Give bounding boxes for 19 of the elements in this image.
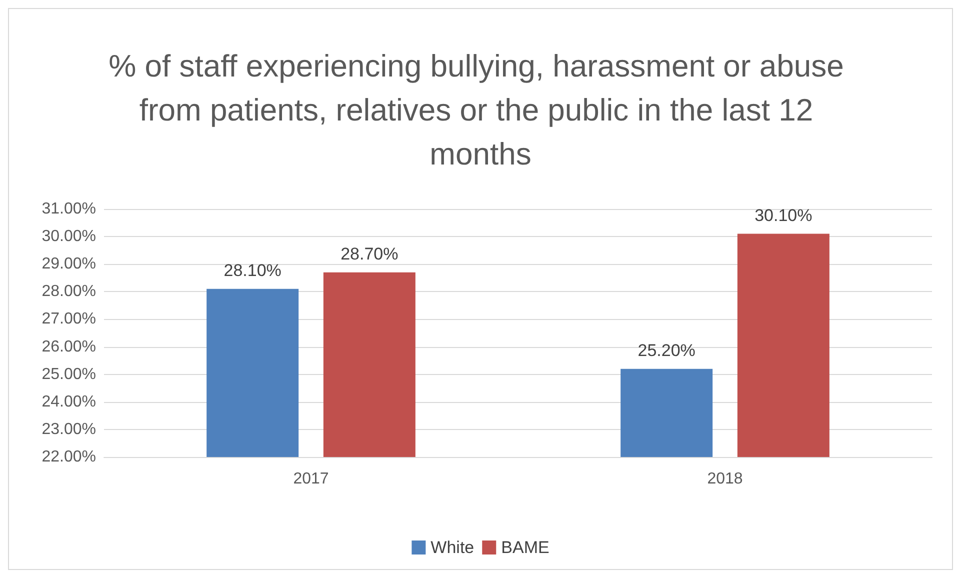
y-tick-label: 29.00%: [42, 256, 96, 273]
data-label: 28.10%: [224, 260, 282, 280]
y-tick-label: 30.00%: [42, 228, 96, 246]
x-tick-label: 2018: [707, 470, 743, 488]
data-label: 28.70%: [340, 244, 398, 264]
legend-label: BAME: [501, 538, 550, 557]
data-label: 30.10%: [754, 206, 812, 225]
legend-label: White: [430, 538, 474, 557]
x-tick-label: 2017: [293, 470, 329, 488]
y-tick-label: 24.00%: [42, 393, 96, 410]
data-label: 25.20%: [638, 340, 696, 360]
y-tick-label: 26.00%: [42, 338, 96, 356]
y-tick-label: 28.00%: [42, 283, 96, 300]
y-tick-label: 31.00%: [42, 200, 96, 218]
y-tick-label: 27.00%: [42, 310, 96, 328]
y-tick-label: 22.00%: [42, 448, 96, 466]
y-tick-label: 23.00%: [42, 420, 96, 438]
y-tick-label: 25.00%: [42, 366, 96, 383]
chart-title: % of staff experiencing bullying, harassment or abuse from patients, relatives or the public in the last 12 months: [108, 48, 852, 172]
